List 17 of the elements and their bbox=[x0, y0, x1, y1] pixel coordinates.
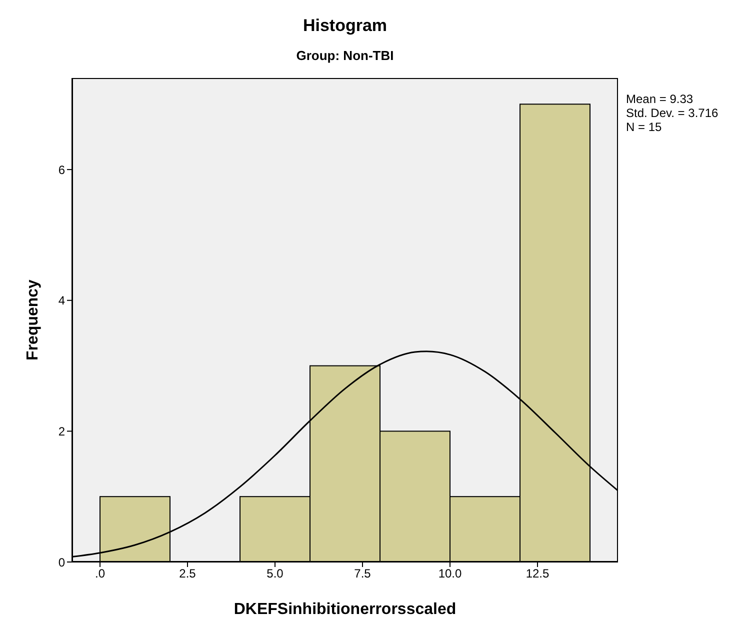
x-tick-label: 7.5 bbox=[354, 566, 372, 581]
x-axis-title: DKEFSinhibitionerrorsscaled bbox=[234, 601, 456, 618]
y-tick-label: 0 bbox=[58, 555, 66, 570]
x-tick-label: 5.0 bbox=[266, 566, 284, 581]
y-axis-title: Frequency bbox=[24, 279, 42, 360]
y-tick-label: 6 bbox=[58, 162, 66, 177]
x-tick-label: 10.0 bbox=[438, 566, 462, 581]
chart-title: Histogram bbox=[302, 16, 388, 36]
chart-subtitle: Group: Non-TBI bbox=[295, 48, 395, 63]
y-tick-label: 2 bbox=[58, 424, 66, 438]
x-tick-label: 12.5 bbox=[526, 566, 550, 581]
x-tick-label: 2.5 bbox=[179, 566, 196, 581]
x-tick-label: .0 bbox=[94, 566, 106, 581]
y-tick-label: 4 bbox=[58, 294, 66, 308]
text: Mean = 9.33 bbox=[626, 92, 694, 106]
text: Std. Dev. = 3.716 bbox=[626, 106, 718, 120]
text: N = 15 bbox=[626, 120, 663, 134]
